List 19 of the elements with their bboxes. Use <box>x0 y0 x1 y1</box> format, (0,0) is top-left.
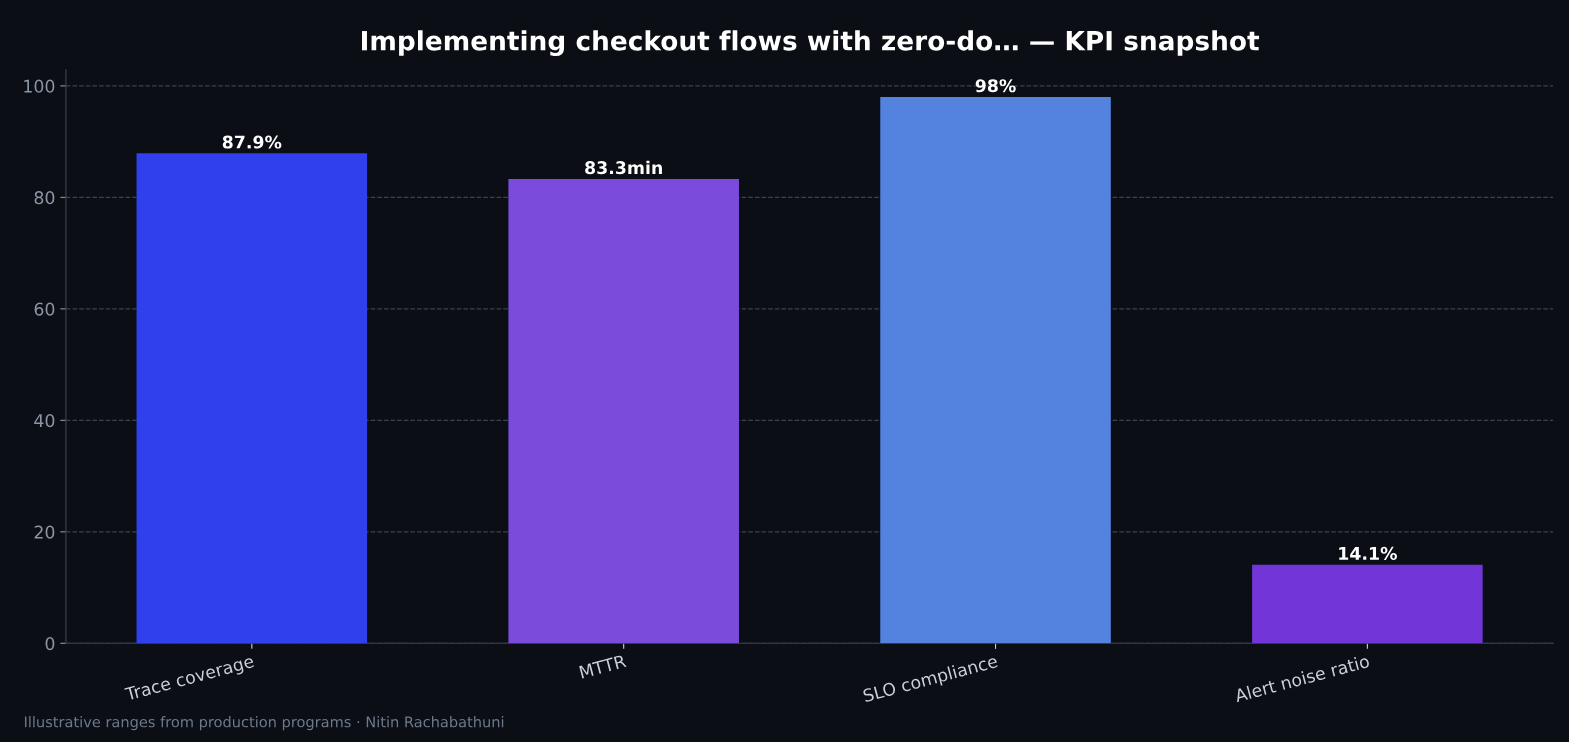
text: Illustrative ranges from production programs · Nitin Rachabathuni <box>24 716 504 731</box>
y-tick-label: 40 <box>34 414 55 428</box>
y-tick-label: 80 <box>34 191 55 205</box>
data-label: 87.9% <box>222 135 282 149</box>
y-tick-label: 20 <box>34 525 55 539</box>
x-tick-label: Alert noise ratio <box>1233 653 1370 703</box>
y-tick-label: 100 <box>24 79 55 93</box>
x-tick-label: Trace coverage <box>124 654 256 705</box>
chart-title: Implementing checkout flows with zero-do… — KPI snapshot <box>361 30 1260 56</box>
bar <box>508 179 739 644</box>
bar <box>1252 564 1483 644</box>
bar <box>880 97 1111 644</box>
data-label: 14.1% <box>1339 546 1397 560</box>
data-label: 83.3min <box>585 160 662 175</box>
bar <box>136 153 368 644</box>
y-tick-label: 0 <box>45 637 55 651</box>
data-label: 98% <box>975 79 1016 93</box>
x-tick-label: MTTR <box>579 654 627 679</box>
y-tick-label: 60 <box>34 302 55 316</box>
